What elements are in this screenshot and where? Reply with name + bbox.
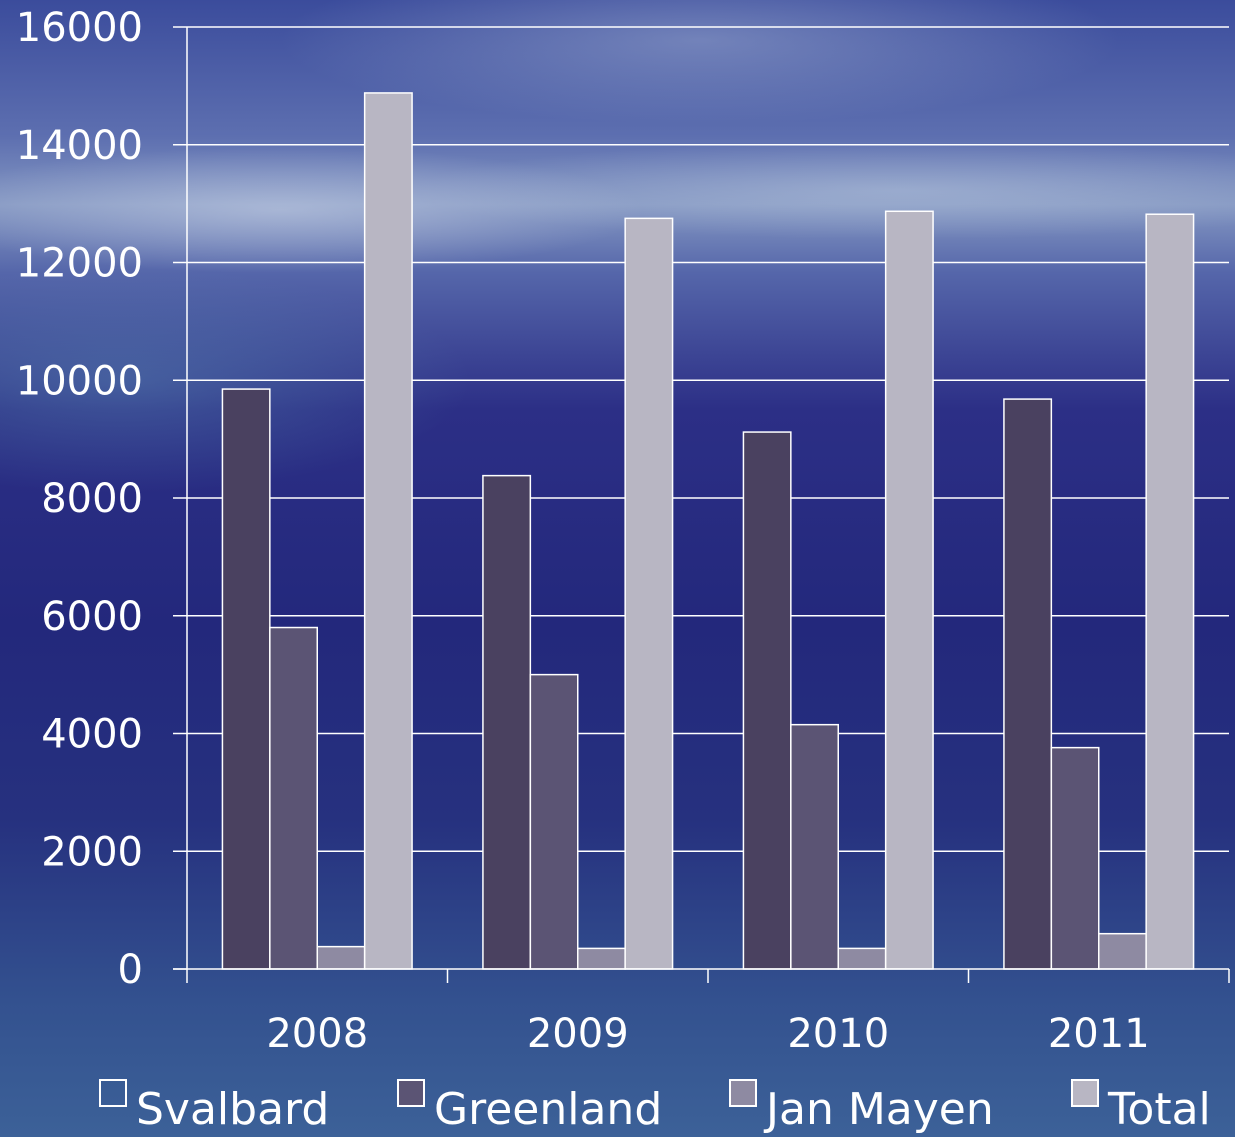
y-tick-label: 12000 [16,241,143,287]
bar-greenland-2008 [269,626,318,970]
bar-svalbard-2009 [482,474,532,970]
bars [221,92,1195,970]
bar-total-2008 [363,92,413,970]
y-tick-label: 8000 [41,476,143,522]
bar-greenland-2009 [529,673,579,970]
legend: Svalbard Greenland Jan Mayen Total [99,1079,1211,1135]
y-tick-label: 10000 [16,358,143,404]
legend-swatch-total [1071,1079,1099,1107]
y-tick-label: 16000 [16,5,143,51]
legend-swatch-jan-mayen [729,1079,757,1107]
bar-total-2011 [1145,213,1195,970]
bar-svalbard-2008 [221,388,271,970]
axes [173,26,1230,983]
x-category-label: 2009 [527,1011,629,1057]
legend-label-jan-mayen: Jan Mayen [763,1084,994,1135]
y-tick-label: 14000 [16,123,143,169]
bar-greenland-2010 [790,723,839,970]
y-tick-label: 2000 [41,829,143,875]
bar-jan-mayen-2010 [837,947,887,970]
x-category-label: 2008 [266,1011,368,1057]
bar-total-2010 [884,210,934,970]
legend-label-greenland: Greenland [434,1084,662,1135]
legend-label-svalbard: Svalbard [136,1084,329,1135]
y-tick-label: 6000 [41,594,143,640]
legend-label-total: Total [1107,1084,1211,1135]
gridlines [187,26,1229,852]
x-category-label: 2010 [787,1011,889,1057]
y-axis-tick-labels: 0 2000 4000 6000 8000 10000 12000 14000 16000 [16,5,143,993]
bar-total-2009 [624,217,674,970]
y-tick-label: 4000 [41,712,143,758]
x-axis-category-labels: 2008 2009 2010 2011 [266,1011,1149,1057]
bar-svalbard-2010 [742,431,792,970]
y-tick-label: 0 [118,947,143,993]
bar-svalbard-2011 [1003,398,1053,970]
legend-swatch-greenland [397,1079,425,1107]
x-category-label: 2011 [1048,1011,1150,1057]
bar-jan-mayen-2011 [1098,932,1147,970]
bar-greenland-2011 [1050,746,1100,970]
legend-swatch-svalbard [99,1079,127,1107]
bar-jan-mayen-2009 [577,947,626,970]
bar-jan-mayen-2008 [316,945,366,970]
